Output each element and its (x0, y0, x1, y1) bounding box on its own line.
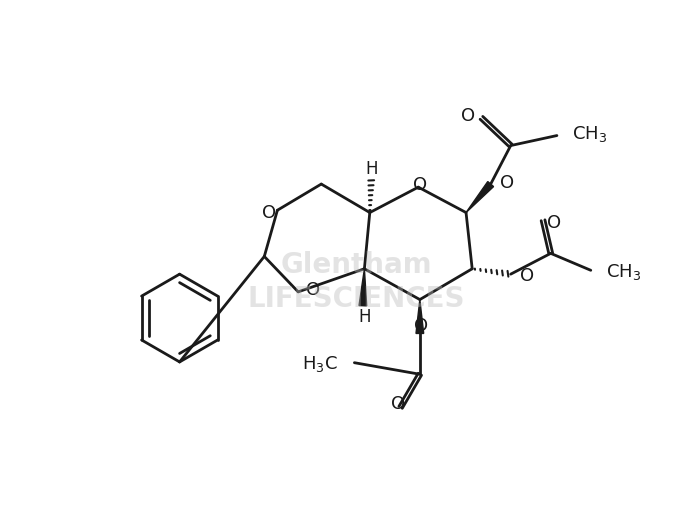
Text: CH$_3$: CH$_3$ (572, 124, 608, 144)
Polygon shape (359, 269, 367, 306)
Text: O: O (461, 107, 475, 125)
Text: H: H (358, 307, 371, 326)
Text: O: O (414, 317, 429, 335)
Text: CH$_3$: CH$_3$ (606, 262, 642, 282)
Text: H$_3$C: H$_3$C (301, 354, 338, 374)
Text: O: O (306, 281, 320, 300)
Text: H: H (366, 160, 379, 178)
Text: O: O (500, 174, 514, 191)
Polygon shape (416, 300, 424, 333)
Text: O: O (547, 214, 561, 231)
Text: O: O (391, 395, 405, 412)
Text: O: O (413, 176, 427, 194)
Polygon shape (466, 181, 493, 213)
Text: O: O (262, 204, 276, 223)
Text: Glentham
LIFESCIENCES: Glentham LIFESCIENCES (248, 251, 466, 313)
Text: O: O (520, 267, 534, 284)
